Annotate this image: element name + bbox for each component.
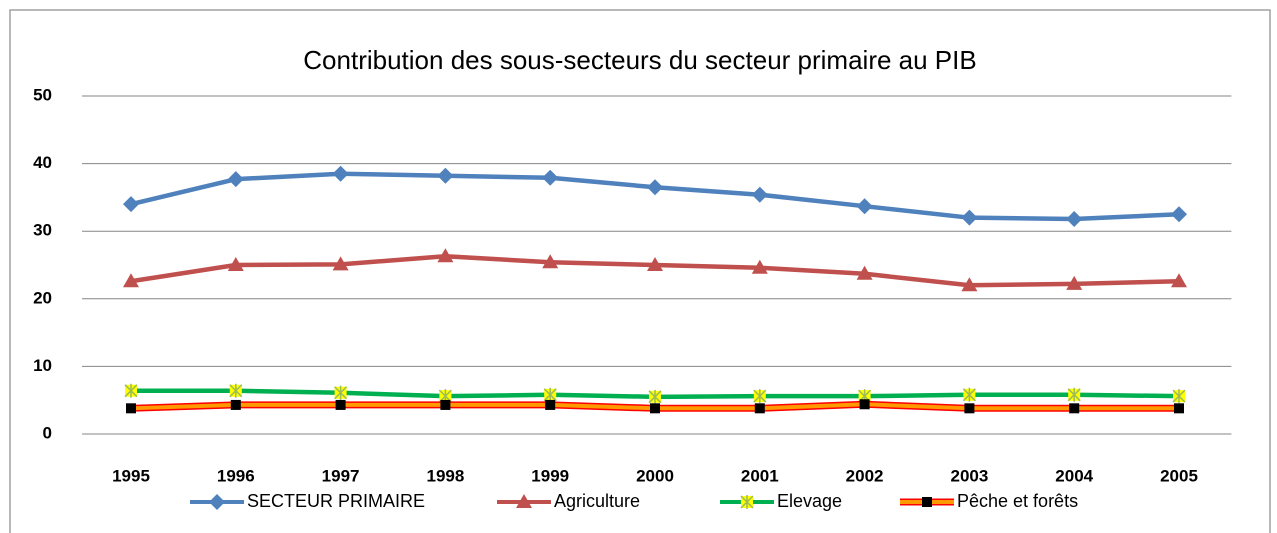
legend-marker [922,497,932,507]
marker [126,403,136,414]
marker [1171,206,1187,223]
marker [751,259,768,274]
marker [647,179,663,196]
marker [1172,389,1186,404]
marker [859,399,870,410]
marker [437,167,454,184]
x-tick-label: 2002 [846,466,884,485]
x-tick-label: 2003 [950,466,988,485]
marker-star [740,495,754,509]
x-tick-label: 2000 [636,466,674,485]
legend-label: SECTEUR PRIMAIRE [247,491,425,511]
marker [123,196,139,213]
legend-entry: SECTEUR PRIMAIRE [190,491,425,511]
marker [335,399,346,410]
marker [648,389,662,404]
marker-star [1067,387,1081,402]
legend-label: Elevage [777,491,842,511]
marker-star [334,385,348,400]
legend-label: Pêche et forêts [957,491,1078,511]
marker [961,277,978,292]
marker-star [229,383,243,398]
legend-label: Agriculture [554,491,640,511]
marker [227,257,244,271]
x-tick-label: 1999 [531,466,569,485]
legend-entry: Pêche et forêts [900,491,1078,511]
marker [650,403,660,414]
x-tick-label: 1998 [426,466,464,485]
marker [1171,273,1187,288]
marker [751,186,768,203]
x-tick-label: 2004 [1055,466,1093,485]
marker-star [962,387,976,402]
marker [856,198,873,215]
marker-star [753,389,767,404]
marker [542,254,559,269]
marker [230,399,241,410]
legend-entry: Elevage [720,491,842,511]
marker-star [124,383,138,398]
x-tick-label: 1995 [112,466,150,485]
marker-star [1172,389,1186,404]
marker [334,385,348,400]
marker [858,389,872,404]
marker-star [543,387,557,402]
marker [437,248,454,263]
marker [856,265,873,280]
marker [229,383,243,398]
marker [647,257,663,271]
marker [1066,275,1083,290]
marker [332,165,349,182]
marker [961,209,978,226]
marker [545,399,556,410]
legend-marker [209,494,225,510]
y-tick-label: 10 [33,356,52,375]
marker [962,387,976,402]
marker [754,403,765,414]
marker [1174,403,1184,414]
marker [964,403,975,414]
marker [1067,387,1081,402]
x-tick-label: 1997 [322,466,360,485]
y-tick-label: 50 [33,85,52,104]
y-tick-label: 30 [33,221,52,240]
marker [753,389,767,404]
chart-title: Contribution des sous-secteurs du secteu… [303,45,976,75]
y-tick-label: 40 [33,153,52,172]
marker [440,399,451,410]
y-tick-label: 20 [33,288,52,307]
marker [124,383,138,398]
marker [227,171,244,188]
x-tick-label: 1996 [217,466,255,485]
x-tick-label: 2005 [1160,466,1198,485]
legend-marker [516,494,532,508]
marker [123,273,139,288]
marker-star [648,389,662,404]
legend-entry: Agriculture [497,491,640,511]
marker [542,169,559,186]
legend-marker [740,495,754,509]
marker [1066,211,1083,228]
x-tick-label: 2001 [741,466,779,485]
marker [332,256,349,271]
y-tick-label: 0 [43,423,52,442]
marker [1069,403,1080,414]
marker [543,387,557,402]
chart-frame [9,9,1271,533]
